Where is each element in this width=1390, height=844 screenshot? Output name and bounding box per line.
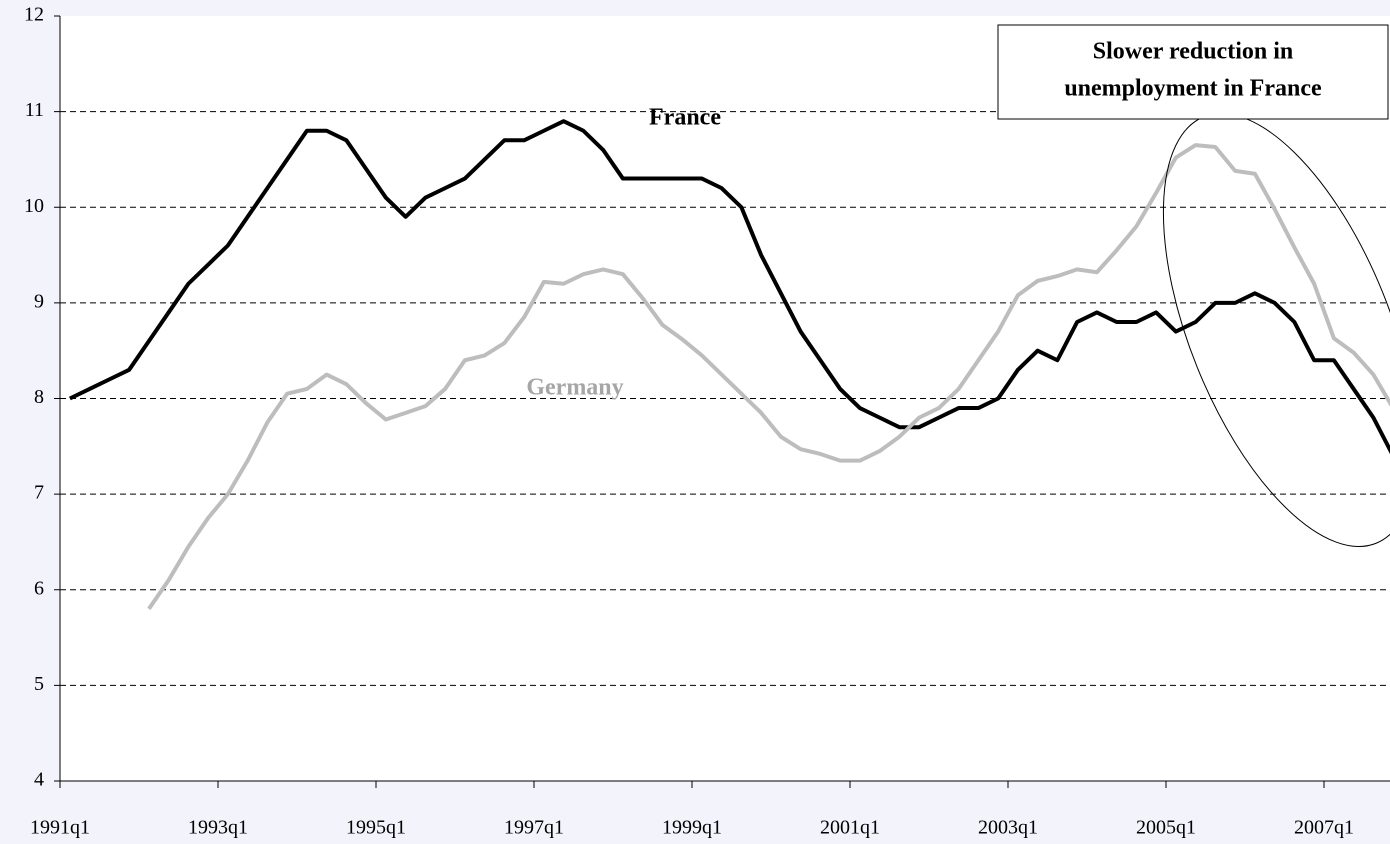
x-tick-label: 2005q1: [1136, 817, 1196, 839]
y-tick-label: 5: [34, 673, 44, 695]
x-tick-label: 2001q1: [820, 817, 880, 839]
annotation-box: [997, 24, 1389, 120]
y-tick-label: 10: [24, 195, 44, 217]
y-tick-label: 11: [25, 99, 44, 121]
series-label: France: [649, 105, 721, 131]
x-tick-label: 1999q1: [662, 817, 722, 839]
y-tick-label: 12: [24, 4, 44, 26]
x-tick-label: 1991q1: [30, 817, 90, 839]
series-line: [147, 143, 1390, 611]
y-tick-label: 6: [34, 577, 44, 599]
x-tick-label: 1997q1: [504, 817, 564, 839]
y-tick-label: 9: [34, 290, 44, 312]
y-tick-label: 8: [34, 386, 44, 408]
annotation-line: unemployment in France: [1064, 76, 1322, 102]
annotation-line: Slower reduction in: [1093, 39, 1293, 65]
x-tick-label: 2007q1: [1294, 817, 1354, 839]
series-line: [69, 119, 1390, 455]
x-tick-label: 1993q1: [188, 817, 248, 839]
x-tick-label: 2003q1: [978, 817, 1038, 839]
series-label: Germany: [526, 375, 623, 401]
y-tick-label: 7: [34, 482, 44, 504]
y-tick-label: 4: [34, 769, 44, 791]
lines: [69, 119, 1390, 611]
x-tick-label: 1995q1: [346, 817, 406, 839]
